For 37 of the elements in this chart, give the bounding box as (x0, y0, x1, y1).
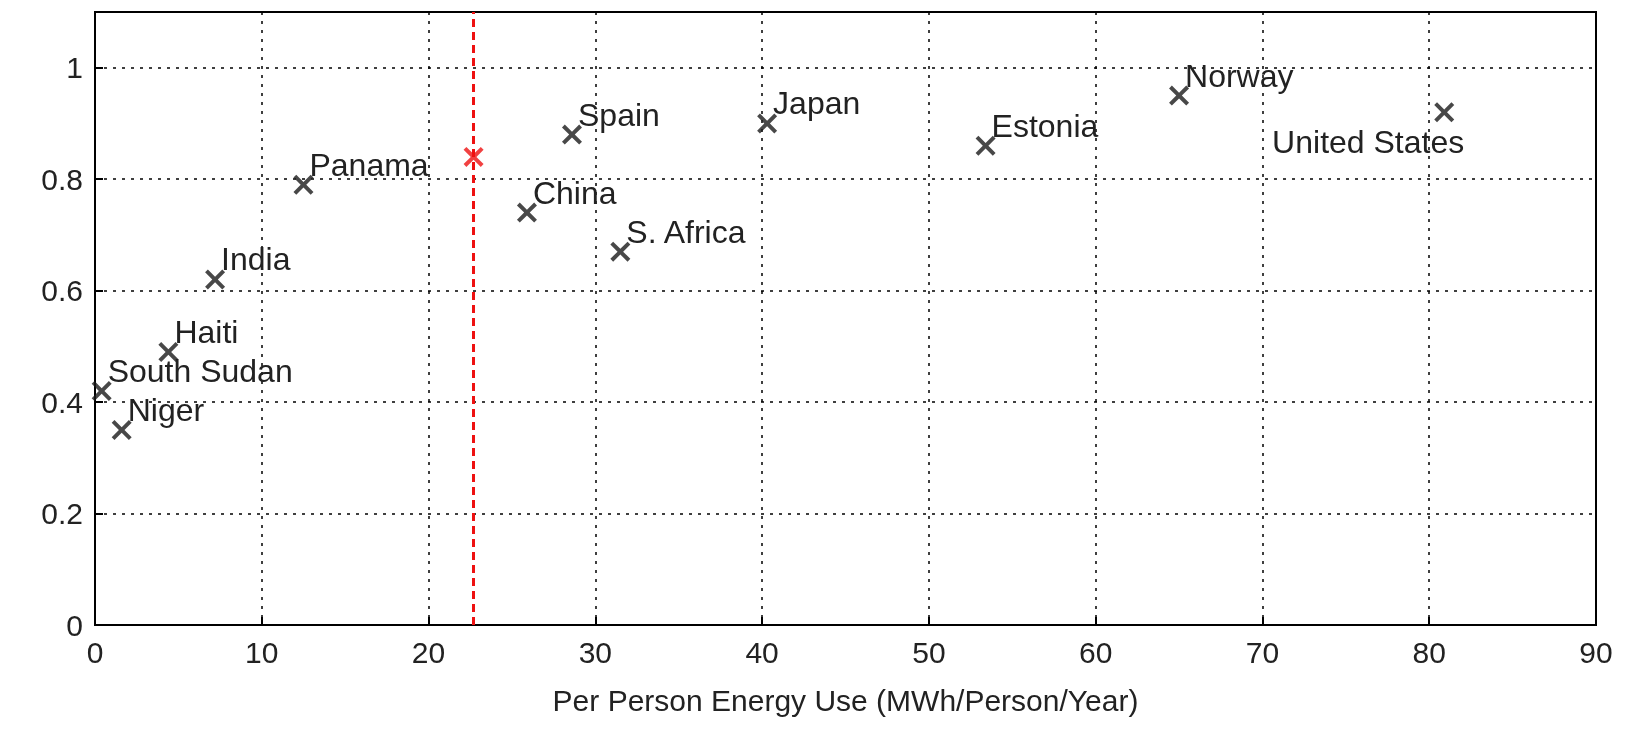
x-tick-label: 50 (912, 635, 946, 669)
annotation: Haiti (174, 313, 239, 350)
x-tick-label: 70 (1245, 635, 1280, 669)
annotation: China (532, 174, 617, 211)
annotation: United States (1272, 124, 1465, 161)
x-tick-label: 80 (1412, 635, 1446, 669)
x-tick-label: 40 (745, 635, 779, 669)
point (463, 146, 484, 167)
x-tick-label: 60 (1078, 635, 1113, 669)
y-tick-label: 0.6 (41, 274, 83, 308)
x-tick-label: 20 (411, 635, 446, 669)
annotation: Panama (309, 146, 429, 183)
y-tick-label: 0 (66, 608, 83, 642)
annotation: S. Africa (626, 213, 746, 250)
x-axis-title: Per Person Energy Use (MWh/Person/Year) (552, 683, 1139, 717)
y-tick-label: 0.8 (41, 162, 83, 196)
y-tick-label: 1 (66, 51, 83, 85)
annotation: Japan (773, 85, 861, 122)
point (111, 419, 132, 440)
x-tick-label: 90 (1579, 635, 1613, 669)
y-tick-label: 0.2 (41, 497, 83, 531)
annotation: Spain (577, 96, 660, 133)
x-tick-label: 30 (578, 635, 613, 669)
point (975, 135, 996, 156)
annotation: India (221, 241, 291, 278)
y-tick-label: 0.4 (41, 385, 83, 419)
point (1434, 102, 1455, 123)
annotation: Estonia (991, 107, 1099, 144)
point (610, 241, 631, 262)
annotation: Norway (1185, 57, 1294, 94)
annotation: South Sudan (107, 352, 293, 389)
point (205, 269, 226, 290)
point (516, 202, 537, 223)
point (91, 380, 112, 401)
point (293, 174, 314, 195)
x-tick-label: 10 (245, 635, 279, 669)
annotation: Niger (127, 391, 205, 428)
